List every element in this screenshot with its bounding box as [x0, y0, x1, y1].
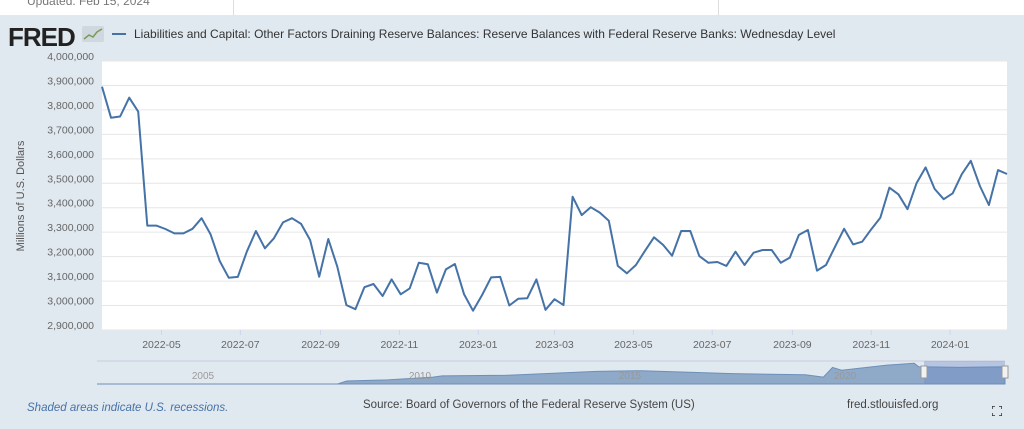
- navigator-year-label: 2005: [192, 371, 215, 382]
- series-line: [101, 86, 1008, 312]
- navigator-handle: [1001, 365, 1009, 379]
- site-link[interactable]: fred.stlouisfed.org: [847, 399, 939, 411]
- legend: Liabilities and Capital: Other Factors D…: [112, 27, 835, 41]
- y-tick-label: 3,300,000: [47, 222, 94, 234]
- expand-icon[interactable]: [991, 403, 1003, 417]
- navigator-selection: [924, 361, 1005, 384]
- legend-swatch: [112, 33, 126, 35]
- x-tick-label: 2024-01: [931, 339, 970, 351]
- chart-line-icon: [82, 26, 104, 42]
- navigator-year-label: 2010: [409, 371, 432, 382]
- x-tick-label: 2022-09: [301, 339, 340, 351]
- legend-label: Liabilities and Capital: Other Factors D…: [134, 27, 836, 41]
- navigator-year-label: 2015: [619, 371, 642, 382]
- y-tick-label: 3,200,000: [47, 247, 94, 259]
- x-tick-label: 2023-09: [773, 339, 812, 351]
- y-tick-label: 4,000,000: [47, 51, 94, 63]
- recession-note: Shaded areas indicate U.S. recessions.: [27, 402, 229, 414]
- y-tick-label: 3,900,000: [47, 75, 94, 87]
- top-strip: Updated: Feb 15, 2024: [0, 0, 1024, 15]
- divider: [233, 0, 234, 15]
- navigator-year-label: 2020: [834, 371, 857, 382]
- y-tick-label: 3,100,000: [47, 271, 94, 283]
- x-tick-label: 2023-03: [535, 339, 574, 351]
- y-tick-label: 3,400,000: [47, 198, 94, 210]
- y-tick-label: 2,900,000: [47, 320, 94, 332]
- navigator-series: [97, 362, 1006, 385]
- y-tick-label: 3,600,000: [47, 149, 94, 161]
- x-tick-label: 2023-11: [852, 339, 890, 351]
- updated-date: Updated: Feb 15, 2024: [27, 0, 150, 8]
- y-axis-label: Millions of U.S. Dollars: [15, 140, 27, 251]
- y-tick-label: 3,500,000: [47, 173, 94, 185]
- fred-logo[interactable]: FRED: [8, 22, 76, 52]
- x-tick-label: 2022-05: [142, 339, 181, 351]
- y-tick-label: 3,000,000: [47, 296, 94, 308]
- plot-area: [102, 61, 1007, 330]
- source-text: Source: Board of Governors of the Federa…: [363, 399, 695, 411]
- x-tick-label: 2023-01: [459, 339, 498, 351]
- divider: [718, 0, 719, 15]
- x-tick-label: 2023-07: [693, 339, 732, 351]
- x-tick-label: 2022-07: [221, 339, 260, 351]
- x-tick-label: 2023-05: [614, 339, 653, 351]
- y-tick-label: 3,800,000: [47, 100, 94, 112]
- x-tick-label: 2022-11: [380, 339, 418, 351]
- navigator-handle: [920, 365, 928, 379]
- y-tick-label: 3,700,000: [47, 124, 94, 136]
